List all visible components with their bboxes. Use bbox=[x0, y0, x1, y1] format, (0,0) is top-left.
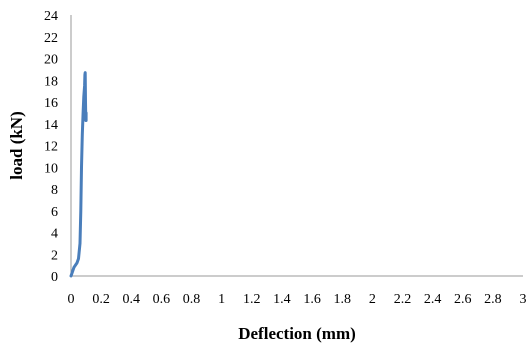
x-tick-label: 0.4 bbox=[123, 292, 141, 307]
x-tick-label: 2.4 bbox=[424, 292, 442, 307]
y-tick-label: 10 bbox=[44, 161, 58, 176]
y-tick-label: 6 bbox=[51, 205, 58, 220]
y-tick-label: 8 bbox=[51, 183, 58, 198]
x-tick-label: 2.2 bbox=[394, 292, 412, 307]
x-tick-label: 1.2 bbox=[243, 292, 261, 307]
x-tick-label: 2.6 bbox=[454, 292, 472, 307]
x-tick-label: 0.2 bbox=[92, 292, 110, 307]
y-axis-title: load (kN) bbox=[7, 111, 26, 179]
x-tick-label: 1.6 bbox=[303, 292, 321, 307]
y-tick-label: 0 bbox=[51, 270, 58, 285]
y-tick-label: 22 bbox=[44, 31, 58, 46]
series-layer bbox=[69, 71, 88, 278]
y-tick-label: 12 bbox=[44, 140, 58, 155]
x-tick-label: 0 bbox=[68, 292, 75, 307]
x-tick-label: 0.6 bbox=[153, 292, 171, 307]
x-tick-label: 0.8 bbox=[183, 292, 201, 307]
x-tick-label: 1.8 bbox=[333, 292, 351, 307]
x-tick-label: 3 bbox=[520, 292, 527, 307]
x-tick-label: 2.8 bbox=[484, 292, 502, 307]
y-tick-label: 4 bbox=[51, 227, 58, 242]
x-axis-tick-labels: 0 0.2 0.4 0.6 0.8 1 1.2 1.4 1.6 1.8 2 2.2 2.4 2.6 2.8 3 bbox=[68, 292, 527, 307]
y-tick-label: 24 bbox=[44, 9, 58, 24]
series-line bbox=[69, 71, 88, 278]
y-tick-label: 20 bbox=[44, 53, 58, 68]
x-tick-label: 1 bbox=[218, 292, 225, 307]
x-tick-label: 2 bbox=[369, 292, 376, 307]
y-tick-label: 14 bbox=[44, 118, 58, 133]
x-axis-title: Deflection (mm) bbox=[238, 324, 356, 343]
y-tick-label: 18 bbox=[44, 74, 58, 89]
y-tick-label: 2 bbox=[51, 248, 58, 263]
y-tick-label: 16 bbox=[44, 96, 58, 111]
x-tick-label: 1.4 bbox=[273, 292, 291, 307]
